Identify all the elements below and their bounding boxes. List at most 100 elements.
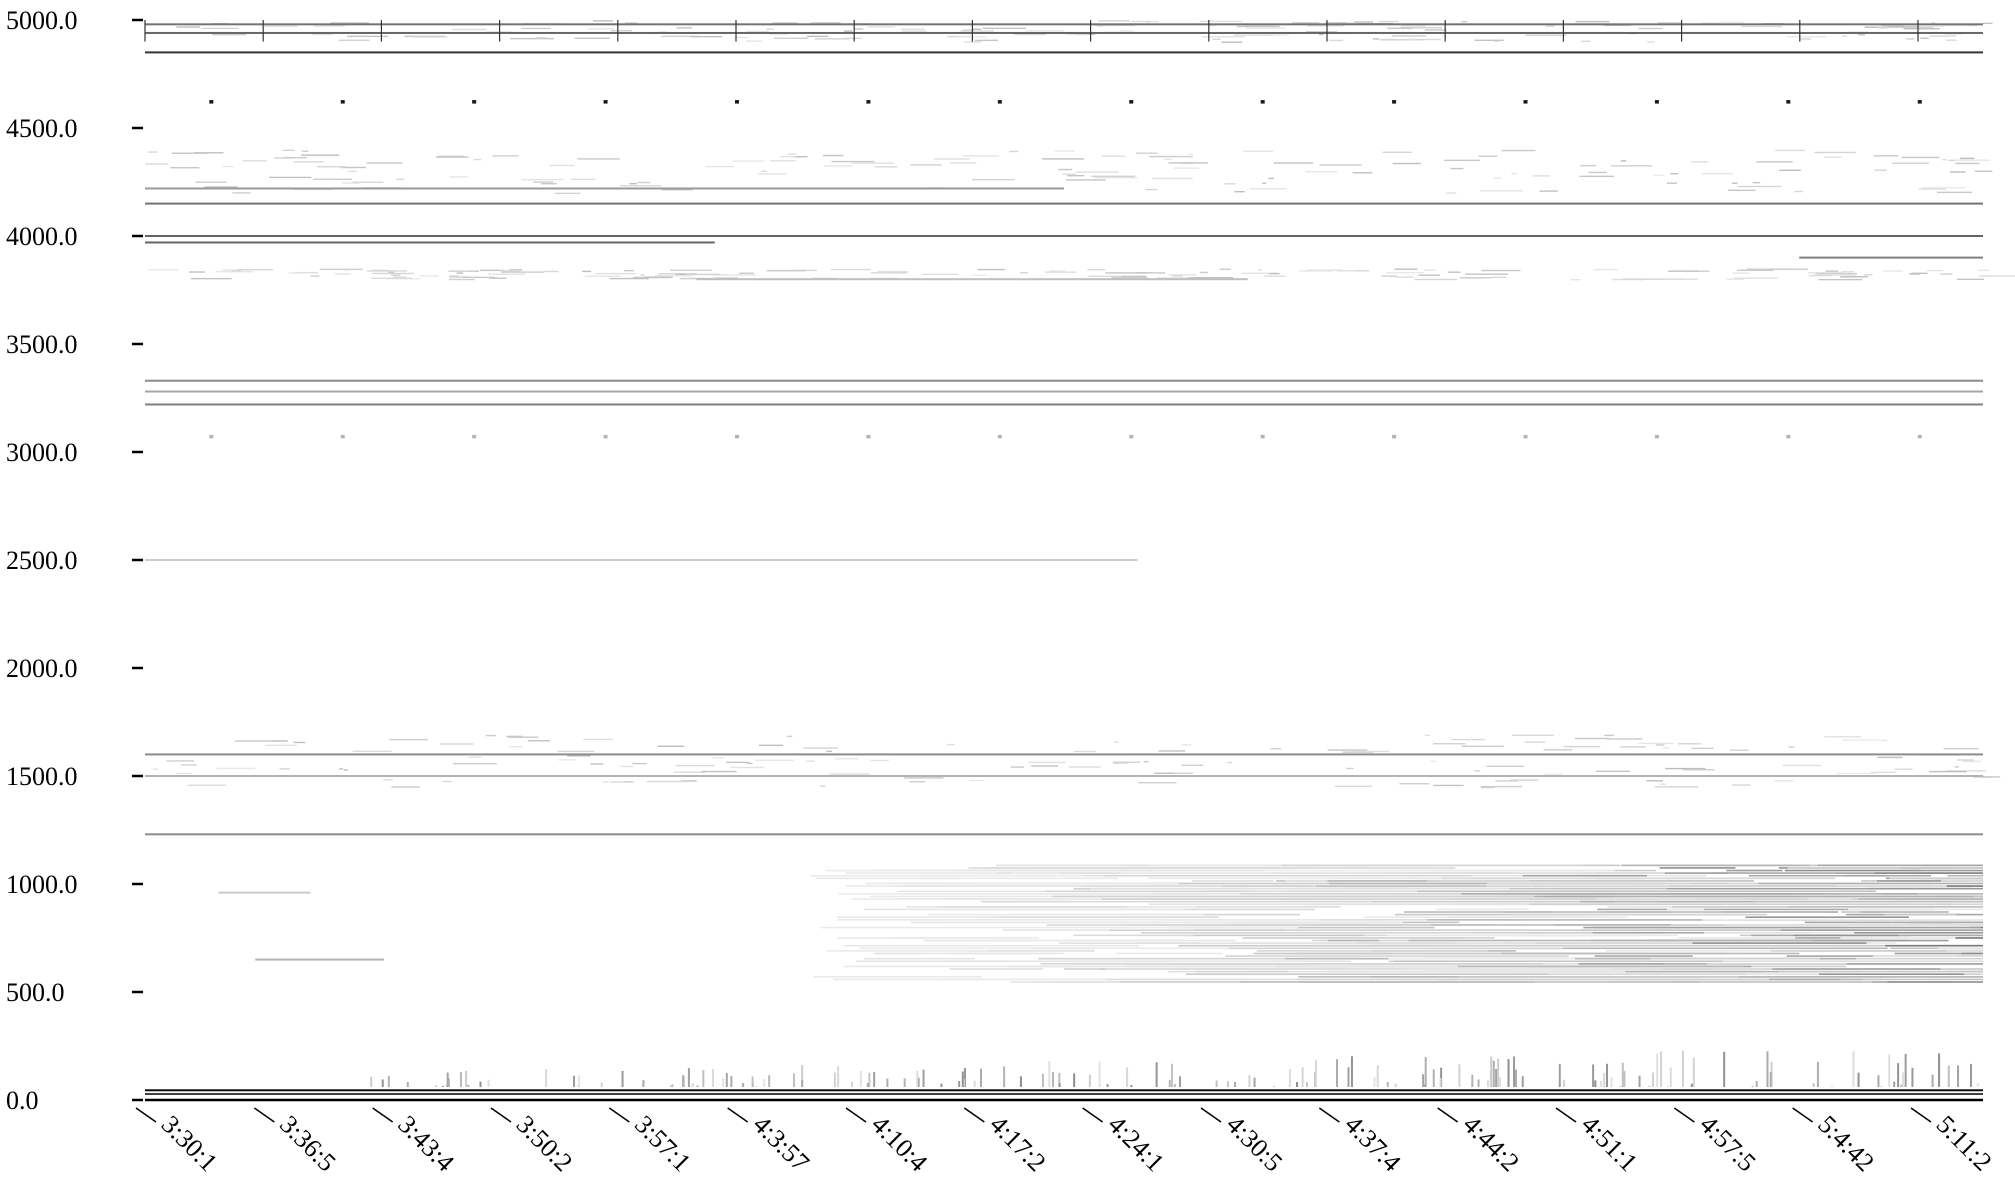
speckle xyxy=(1955,162,1980,165)
energy-streak xyxy=(1147,877,1333,880)
speckle xyxy=(1494,40,1499,42)
energy-streak xyxy=(1884,913,1957,916)
speckle xyxy=(1734,277,1778,279)
burst xyxy=(1215,1080,1218,1088)
burst xyxy=(1301,1067,1304,1088)
speckle xyxy=(313,178,352,180)
burst xyxy=(445,1084,448,1088)
speckle xyxy=(1837,772,1876,775)
speckle xyxy=(1545,25,1555,27)
pulse-row xyxy=(209,434,1922,439)
speckle xyxy=(1444,159,1480,162)
speckle xyxy=(1579,175,1615,178)
speckle xyxy=(488,273,526,275)
x-tick-mark xyxy=(1792,1107,1814,1123)
speckle xyxy=(705,165,734,168)
speckle xyxy=(661,35,701,38)
energy-streak xyxy=(894,885,1150,887)
speckle xyxy=(189,271,205,273)
energy-streak xyxy=(855,960,1009,963)
speckle xyxy=(690,35,722,38)
energy-streak xyxy=(1038,957,1383,960)
energy-streak xyxy=(997,872,1121,874)
speckle xyxy=(1025,30,1064,32)
speckle xyxy=(1883,270,1903,272)
speckle xyxy=(1841,271,1855,273)
energy-streak xyxy=(1780,929,1983,931)
speckle xyxy=(793,269,818,272)
burst xyxy=(851,1081,854,1088)
x-tick-mark xyxy=(1555,1107,1577,1123)
speckle xyxy=(1145,21,1151,23)
speckle xyxy=(500,270,521,272)
energy-streak xyxy=(1486,882,1694,885)
speckle xyxy=(1596,770,1630,773)
speckle xyxy=(1065,33,1089,35)
speckle xyxy=(1870,771,1897,774)
speckle xyxy=(558,759,577,761)
burst xyxy=(681,1075,684,1088)
energy-streak xyxy=(1501,952,1800,955)
burst xyxy=(1976,1082,1979,1088)
energy-streak xyxy=(1240,893,1657,895)
speckle xyxy=(788,153,797,155)
burst xyxy=(1227,1081,1230,1088)
speckle xyxy=(282,149,295,152)
burst xyxy=(1386,1081,1389,1088)
pulse-dot xyxy=(1392,100,1397,104)
plot-area xyxy=(144,20,2015,1092)
speckle xyxy=(557,750,595,753)
speckle xyxy=(577,158,620,160)
speckle xyxy=(222,269,238,271)
speckle xyxy=(1119,30,1134,32)
speckle xyxy=(549,164,575,167)
speckle xyxy=(153,768,158,770)
speckle xyxy=(1906,38,1915,40)
burst xyxy=(1422,1074,1425,1088)
top-row-markers xyxy=(144,20,1919,42)
speckle xyxy=(654,275,693,277)
energy-streak xyxy=(1008,965,1458,968)
speckle xyxy=(946,743,955,746)
energy-streak xyxy=(1594,955,1693,957)
energy-streak xyxy=(995,864,1244,867)
speckle xyxy=(479,269,504,272)
speckle xyxy=(730,766,765,769)
speckle xyxy=(972,178,1015,181)
energy-streak xyxy=(1947,874,1983,877)
energy-streak xyxy=(840,877,1119,880)
speckle xyxy=(1726,278,1744,280)
burst xyxy=(1019,1076,1022,1088)
speckle xyxy=(661,189,693,191)
speckle xyxy=(507,736,539,738)
speckle xyxy=(1430,760,1436,763)
speckle xyxy=(1788,746,1795,748)
tone-line xyxy=(145,379,1983,382)
speckle xyxy=(1143,761,1149,763)
burst xyxy=(973,1080,976,1088)
energy-streak xyxy=(1784,869,1921,872)
speckle xyxy=(1891,162,1929,164)
pulse-dot xyxy=(1654,100,1659,104)
speckle xyxy=(301,150,309,152)
speckle xyxy=(1187,277,1231,279)
burst xyxy=(1648,1085,1651,1088)
speckle xyxy=(1329,39,1344,42)
burst xyxy=(792,1073,795,1088)
burst xyxy=(963,1078,966,1088)
speckle xyxy=(366,162,403,164)
burst xyxy=(958,1081,961,1088)
speckle xyxy=(1480,786,1495,789)
energy-streak xyxy=(942,960,1351,963)
speckle xyxy=(583,738,614,741)
speckle xyxy=(194,152,224,154)
burst xyxy=(1347,1067,1350,1088)
tone-line xyxy=(145,390,1983,393)
speckle xyxy=(1152,177,1193,180)
pulse-dot xyxy=(1917,100,1922,104)
energy-streak xyxy=(1872,955,1983,957)
burst xyxy=(725,1072,728,1088)
energy-streak xyxy=(1408,939,1813,942)
speckle xyxy=(1181,764,1204,767)
speckle xyxy=(1539,190,1558,192)
